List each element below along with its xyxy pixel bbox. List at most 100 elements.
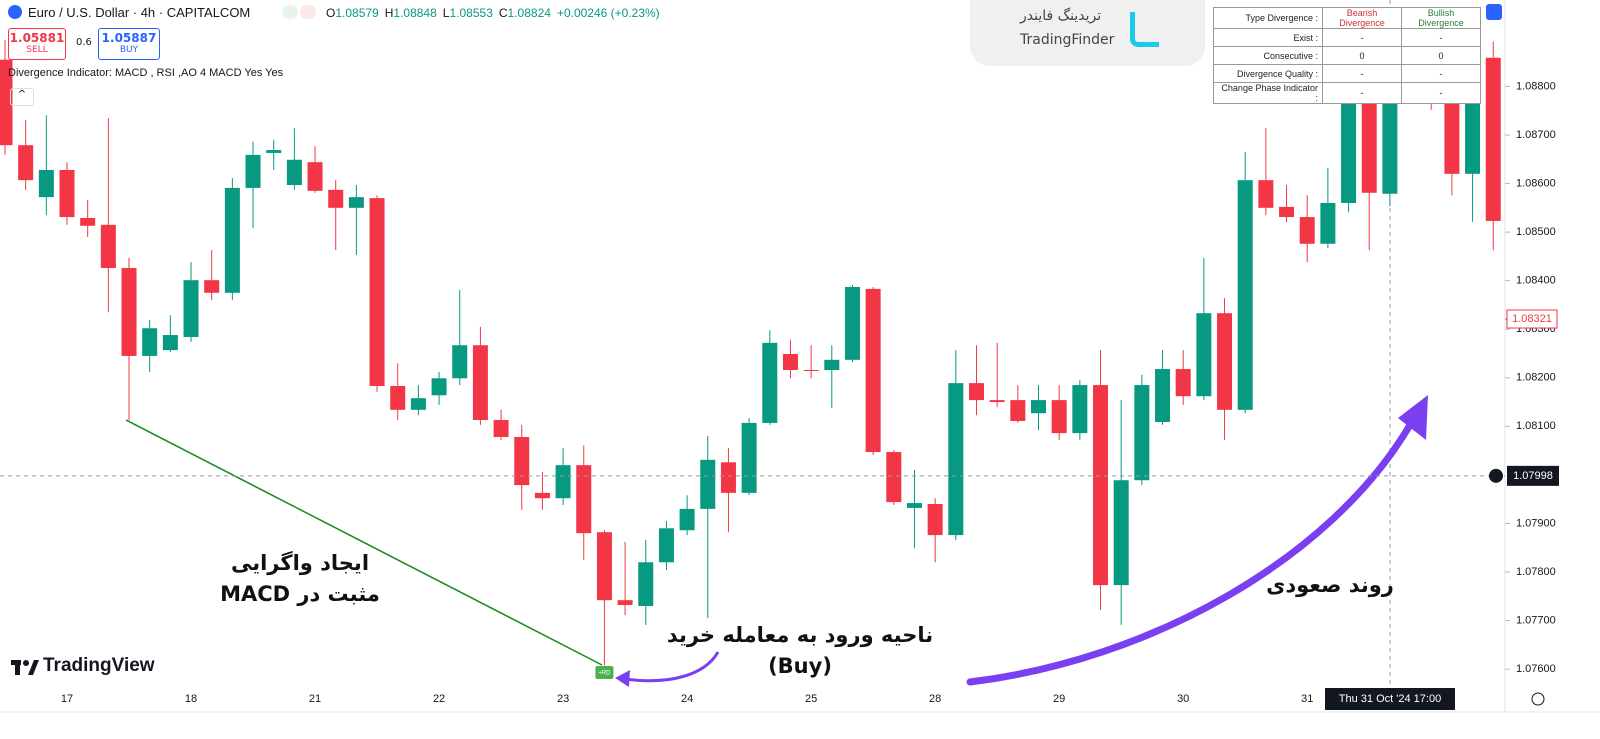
annotation-entry: ناحیه ورود به معامله خرید (Buy)	[640, 620, 960, 682]
symbol-icon	[8, 5, 22, 19]
candle-body	[906, 503, 922, 508]
ohlc-value: 1.08824	[507, 6, 551, 20]
candle-body	[369, 198, 385, 387]
ohlc-value: 1.08848	[393, 6, 437, 20]
y-tick-label: 1.08200	[1516, 372, 1556, 384]
table-cell: -	[1401, 82, 1481, 104]
candle-body	[1113, 480, 1129, 586]
status-badge	[282, 5, 298, 19]
candle-body	[700, 459, 716, 509]
ohlc-letter: C	[498, 6, 508, 20]
candle-body	[80, 218, 96, 226]
candle-body	[927, 504, 943, 536]
candle-body	[720, 462, 736, 493]
crosshair-price-box	[1507, 465, 1559, 486]
y-tick-label: 1.08800	[1516, 80, 1556, 92]
candle-body	[307, 162, 323, 191]
candle-body	[162, 335, 178, 351]
ohlc-value: 1.08553	[449, 6, 493, 20]
candle-body	[431, 378, 447, 396]
annotation-divergence: ایجاد واگرایی مثبت در MACD	[160, 548, 440, 610]
crosshair-plus	[1489, 468, 1503, 483]
table-cell: Bearish Divergence	[1322, 7, 1402, 29]
ohlc-row: O1.08579 H1.08848 L1.08553 C1.08824 +0.00246…	[326, 6, 660, 20]
logo-latin: TradingFinder	[1020, 32, 1115, 48]
sell-price: 1.05881	[9, 31, 65, 45]
x-tick-label: 29	[1053, 693, 1065, 705]
candle-body	[1237, 180, 1253, 410]
ohlc-letter: L	[442, 6, 450, 20]
table-cell: -	[1401, 28, 1481, 47]
annotation-line: (Buy)	[768, 654, 832, 678]
candle-body	[886, 452, 902, 503]
candle-body	[1444, 101, 1460, 174]
candle-body	[824, 359, 840, 371]
x-tick-label: 25	[805, 693, 817, 705]
crosshair-time-box	[1325, 688, 1455, 710]
logo-persian: تریدینگ فایندر	[1020, 8, 1102, 24]
table-cell: Consecutive :	[1213, 46, 1323, 65]
ohlc-letter: O	[326, 6, 336, 20]
candle-body	[576, 465, 592, 534]
table-cell: -	[1401, 64, 1481, 83]
table-row: Type Divergence : Bearish Divergence Bulli…	[1213, 7, 1481, 29]
candle-body	[286, 159, 302, 186]
settings-icon[interactable]	[1531, 692, 1545, 706]
candle-body	[1341, 88, 1357, 203]
candle-body	[121, 268, 137, 356]
sell-button[interactable]: 1.05881 SELL	[8, 28, 66, 60]
entry-arrow	[624, 651, 720, 683]
y-tick-label: 1.08700	[1516, 129, 1556, 141]
crosshair-time-label: Thu 31 Oct '24 17:00	[1339, 693, 1441, 705]
table-row: Divergence Quality :--	[1213, 64, 1481, 83]
annotation-line: مثبت در MACD	[220, 582, 380, 606]
candle-body	[1196, 313, 1212, 397]
y-tick-label: 1.08100	[1516, 420, 1556, 432]
uptrend-arrow	[966, 421, 1414, 686]
table-cell: Change Phase Indicator :	[1213, 82, 1323, 104]
candle-body	[452, 345, 468, 379]
candle-body	[638, 562, 654, 606]
candle-body	[1299, 217, 1315, 244]
candle-body	[183, 280, 199, 337]
x-tick-label: 21	[309, 693, 321, 705]
buy-label: BUY	[119, 45, 139, 55]
candle-body	[142, 328, 158, 356]
table-row: Change Phase Indicator :--	[1213, 82, 1481, 104]
candle-body	[410, 398, 426, 410]
candle-body	[534, 492, 550, 499]
candle-body	[59, 169, 75, 218]
table-row: Exist :--	[1213, 28, 1481, 47]
collapse-button[interactable]: ^	[10, 88, 34, 106]
candle-body	[555, 465, 571, 499]
y-tick-label: 1.07900	[1516, 517, 1556, 529]
candle-body	[1320, 202, 1336, 244]
annotation-trend: روند صعودی	[1230, 570, 1430, 601]
x-tick-label: 17	[61, 693, 73, 705]
panel-button[interactable]	[1486, 4, 1502, 20]
logo-icon	[1130, 12, 1159, 47]
candle-body	[1217, 313, 1233, 410]
x-tick-label: 28	[929, 693, 941, 705]
candle-body	[1175, 369, 1191, 397]
candle-body	[1279, 206, 1295, 218]
x-tick-label: 24	[681, 693, 693, 705]
table-cell: 0	[1322, 46, 1402, 65]
y-tick-label: 1.08400	[1516, 275, 1556, 287]
candle-body	[1155, 369, 1171, 422]
candle-body	[204, 280, 220, 293]
candle-body	[1485, 57, 1501, 221]
candle-body	[762, 342, 778, 423]
candle-body	[617, 600, 633, 606]
y-tick-label: 1.07600	[1516, 663, 1556, 675]
x-tick-label: 31	[1301, 693, 1313, 705]
candle-body	[968, 383, 984, 401]
candle-body	[472, 345, 488, 421]
table-cell: 0	[1401, 46, 1481, 65]
annotation-line: ایجاد واگرایی	[230, 551, 370, 575]
x-tick-label: 22	[433, 693, 445, 705]
buy-button[interactable]: 1.05887 BUY	[98, 28, 160, 60]
